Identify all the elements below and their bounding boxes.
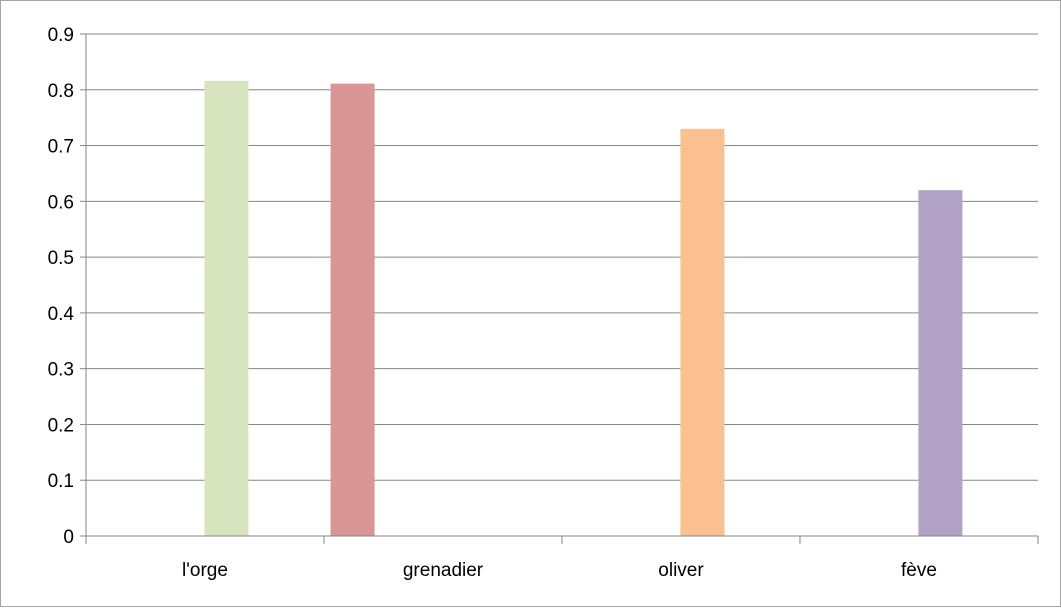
- bars: [204, 80, 963, 537]
- y-tick-label: 0.4: [48, 304, 75, 325]
- bar-oliver: [680, 128, 725, 537]
- y-tick-label: 0.9: [48, 25, 74, 46]
- x-tick-label: oliver: [658, 560, 704, 581]
- y-tick-label: 0.6: [48, 192, 74, 213]
- y-tick-label: 0.2: [48, 415, 74, 436]
- x-axis-ticks: l'orge grenadier oliver fève: [85, 536, 1039, 581]
- y-tick-label: 0.1: [48, 471, 74, 492]
- x-tick-label: grenadier: [403, 560, 484, 581]
- bar-l-orge: [204, 80, 249, 536]
- y-tick-label: 0.7: [48, 137, 74, 158]
- y-axis-ticks: 0 0.1 0.2 0.3 0.4 0.5 0.6 0.7 0.8 0.9: [48, 25, 86, 548]
- bar-grenadier: [330, 83, 375, 537]
- y-tick-label: 0.3: [48, 360, 74, 381]
- y-tick-label: 0.8: [48, 81, 74, 102]
- bar-f-ve: [918, 190, 963, 536]
- y-tick-label: 0.5: [48, 248, 74, 269]
- x-tick-label: l'orge: [182, 560, 228, 581]
- y-tick-label: 0: [63, 527, 74, 548]
- x-tick-label: fève: [901, 560, 937, 581]
